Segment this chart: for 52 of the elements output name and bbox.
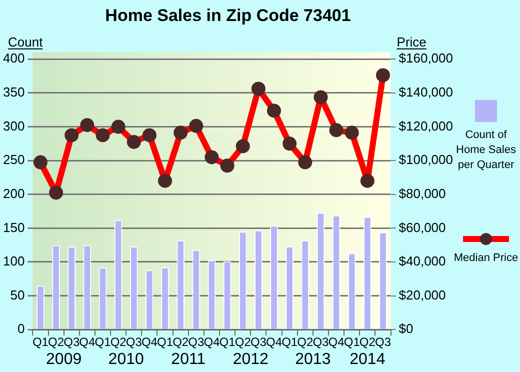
- x-tick-label: Q3: [188, 335, 204, 350]
- x-tick-label: Q4: [141, 335, 158, 350]
- text: 2014: [350, 351, 386, 368]
- x-tick-label: Q4: [328, 335, 345, 350]
- text: 2012: [232, 351, 269, 368]
- y-tick-label: 200: [2, 186, 25, 201]
- x-tick-label: Q3: [126, 335, 142, 350]
- chart-title: Home Sales in Zip Code 73401: [105, 6, 351, 25]
- x-tick-label: Q2: [48, 335, 64, 350]
- y-tick-label: 100: [2, 254, 25, 269]
- y2-tick-label: $0: [398, 321, 414, 336]
- y2-tick-label: $160,000: [398, 50, 454, 66]
- x-tick-label: Q1: [344, 335, 360, 350]
- x-tick-label: Q2: [359, 335, 376, 350]
- x-tick-label: Q1: [94, 335, 112, 350]
- y2-tick-label: $60,000: [398, 220, 446, 235]
- text: 2009: [46, 351, 82, 368]
- y-tick-label: 300: [2, 118, 25, 134]
- legend-label: Median Price: [454, 251, 518, 266]
- x-tick-label: Q1: [157, 335, 174, 350]
- y2-tick-label: $120,000: [398, 118, 454, 134]
- text: 2013: [295, 351, 331, 368]
- x-tick-label: Q2: [297, 335, 314, 350]
- y-tick-label: 50: [10, 287, 25, 302]
- x-tick-label: Q2: [172, 335, 189, 350]
- y2-tick-label: $140,000: [398, 84, 454, 100]
- x-tick-label: Q2: [234, 335, 252, 350]
- x-tick-label: Q4: [79, 335, 96, 350]
- legend-label: Count of Home Sales per Quarter: [455, 128, 517, 173]
- y2-tick-label: $20,000: [398, 287, 446, 302]
- y-tick-label: 150: [2, 220, 25, 235]
- y2-tick-label: $100,000: [398, 152, 454, 168]
- y-tick-label: 350: [2, 84, 25, 100]
- y2-tick-label: $40,000: [398, 254, 446, 269]
- x-tick-label: Q2: [110, 335, 127, 350]
- text: 2011: [171, 351, 206, 368]
- x-tick-label: Q1: [219, 335, 236, 350]
- y-axis-title: Count: [8, 34, 44, 50]
- x-tick-label: Q4: [266, 335, 282, 350]
- y-tick-label: 0: [17, 321, 25, 336]
- x-tick-label: Q1: [282, 335, 298, 350]
- text: 2010: [108, 351, 144, 368]
- y-tick-label: 250: [2, 152, 25, 168]
- x-tick-label: Q3: [312, 335, 330, 350]
- x-tick-label: Q3: [250, 335, 267, 350]
- x-tick-label: Q3: [374, 335, 392, 350]
- y2-tick-label: $80,000: [398, 186, 446, 201]
- y-tick-label: 400: [2, 50, 25, 66]
- x-tick-label: Q1: [32, 335, 49, 350]
- y2-axis-title: Price: [396, 34, 426, 50]
- x-tick-label: Q4: [204, 335, 220, 350]
- x-tick-label: Q3: [64, 335, 80, 350]
